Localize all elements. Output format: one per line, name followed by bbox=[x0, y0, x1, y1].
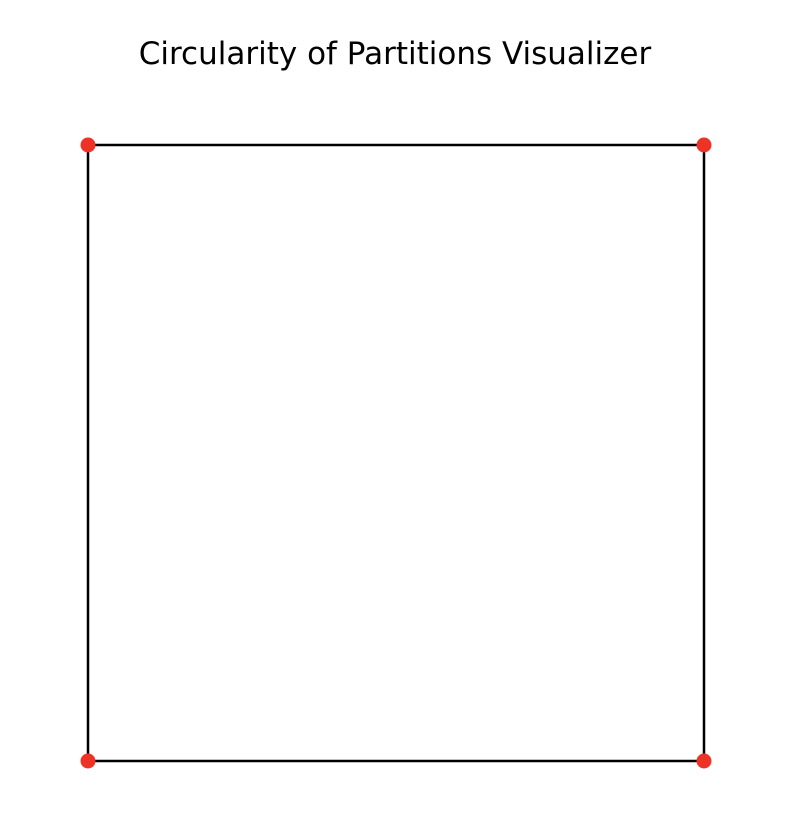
vertex-point bbox=[80, 137, 96, 153]
partition-vertices bbox=[80, 137, 712, 769]
page-title: Circularity of Partitions Visualizer bbox=[138, 36, 652, 72]
vertex-point bbox=[80, 753, 96, 769]
vertex-point bbox=[696, 753, 712, 769]
vertex-point bbox=[696, 137, 712, 153]
partition-edges bbox=[86, 143, 706, 763]
